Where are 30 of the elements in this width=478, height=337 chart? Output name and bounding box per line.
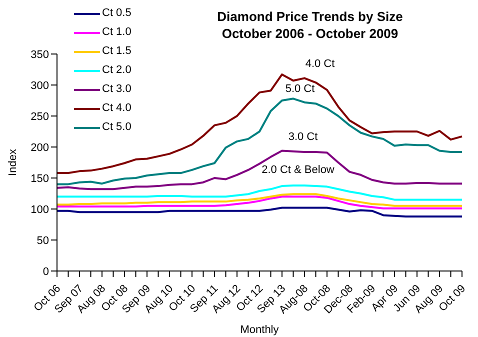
x-axis-title: Monthly [240,324,280,336]
legend-label: Ct 2.0 [102,63,132,78]
y-tick-label: 50 [36,234,49,247]
legend-label: Ct 1.5 [102,44,132,59]
annotation: 3.0 Ct [288,131,318,143]
legend-label: Ct 0.5 [102,6,132,21]
annotation: 5.0 Ct [285,83,315,95]
legend-label: Ct 4.0 [102,101,132,116]
y-tick-label: 200 [30,142,49,154]
y-tick-label: 0 [42,266,49,278]
annotation: 2.0 Ct & Below [262,164,334,176]
line-series [56,150,463,190]
line-series [56,196,463,210]
y-tick-label: 250 [30,110,49,123]
line-series [56,193,463,207]
line-series [56,98,463,186]
y-tick-label: 300 [30,80,49,92]
y-axis-title: Index [6,148,19,176]
y-tick-label: 150 [30,172,49,185]
legend-label: Ct 5.0 [102,120,132,135]
chart-subtitle: October 2006 - October 2009 [220,25,400,42]
line-series [56,206,463,218]
y-tick-label: 100 [30,204,49,216]
line-series [56,73,463,174]
annotation: 4.0 Ct [305,58,335,70]
legend-label: Ct 1.0 [102,25,132,40]
legend-label: Ct 3.0 [102,82,132,97]
chart-title: Diamond Price Trends by Size [216,8,404,25]
line-series [56,184,463,201]
y-tick-label: 350 [30,48,49,61]
